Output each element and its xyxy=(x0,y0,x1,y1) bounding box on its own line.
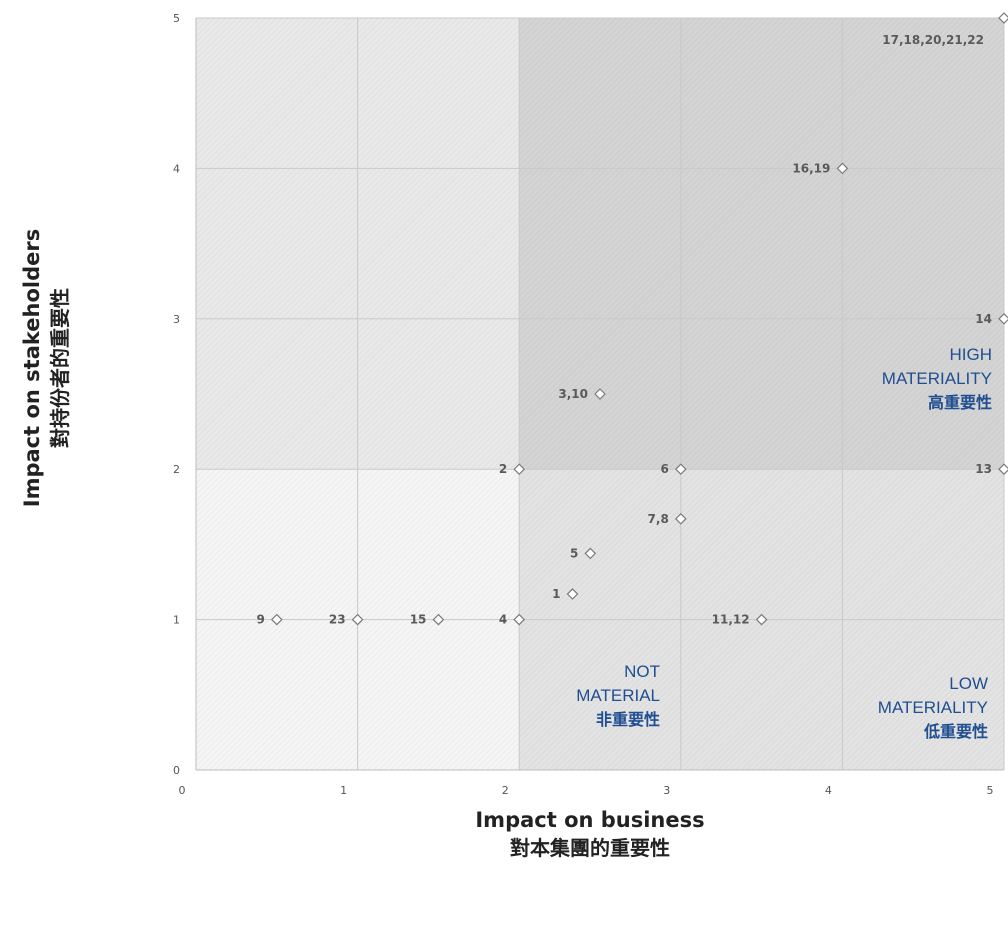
data-point-label: 11,12 xyxy=(712,613,750,627)
data-point-marker xyxy=(432,613,445,626)
x-axis-label-zh: 對本集團的重要性 xyxy=(509,836,670,860)
data-point-marker xyxy=(513,463,526,476)
y-axis-label-zh: 對持份者的重要性 xyxy=(48,288,72,449)
zone-labels-layer: NOT MATERIAL 非重要性 LOW MATERIALITY 低重要性 HIGH MAT… xyxy=(576,345,992,741)
zone-label-low-materiality: 低重要性 xyxy=(923,722,988,741)
y-tick-label: 3 xyxy=(173,313,180,326)
y-tick-label: 2 xyxy=(173,463,180,476)
x-tick-label: 1 xyxy=(340,784,347,797)
data-point-marker xyxy=(584,547,597,560)
data-point-label: 5 xyxy=(570,546,578,560)
data-point-marker xyxy=(998,12,1008,24)
y-tick-label: 4 xyxy=(173,162,180,175)
x-tick-label: 0 xyxy=(179,784,186,797)
data-point-label: 2 xyxy=(499,462,507,476)
y-tick-label: 0 xyxy=(173,764,180,777)
data-point-label: 4 xyxy=(499,613,507,627)
data-point-label: 3,10 xyxy=(558,387,588,401)
x-tick-label: 5 xyxy=(987,784,994,797)
zone-label-high-materiality: 高重要性 xyxy=(928,393,992,412)
x-axis-title: Impact on business 對本集團的重要性 xyxy=(475,806,704,862)
data-point-label: 9 xyxy=(256,613,264,627)
data-point-label: 6 xyxy=(660,462,668,476)
zone-label-high-materiality: HIGH xyxy=(950,345,993,364)
data-point-label: 13 xyxy=(975,462,992,476)
data-point-marker xyxy=(513,613,526,626)
x-tick-label: 3 xyxy=(663,784,670,797)
x-tick-label: 2 xyxy=(502,784,509,797)
data-point-label: 15 xyxy=(410,613,427,627)
data-point-marker xyxy=(674,463,687,476)
data-point-label: 17,18,20,21,22 xyxy=(882,33,984,47)
x-axis-label: Impact on business xyxy=(475,808,705,832)
x-tick-label: 4 xyxy=(825,784,832,797)
y-axis-label: Impact on stakeholders xyxy=(20,228,44,508)
data-point-label: 7,8 xyxy=(648,512,669,526)
zone-label-low-materiality: MATERIALITY xyxy=(878,698,988,717)
zone-label-not-material: MATERIAL xyxy=(576,686,660,705)
y-tick-label: 5 xyxy=(173,12,180,25)
data-point-marker xyxy=(351,613,364,626)
zone-label-not-material: 非重要性 xyxy=(596,710,660,729)
data-point-marker xyxy=(270,613,283,626)
grid-layer xyxy=(196,17,1005,770)
zone-label-not-material: NOT xyxy=(624,662,660,681)
y-tick-label: 1 xyxy=(173,614,180,627)
data-point-marker xyxy=(566,588,579,600)
data-point-marker xyxy=(674,512,687,525)
zone-label-low-materiality: LOW xyxy=(949,674,988,693)
data-point-marker xyxy=(836,162,849,175)
data-point-marker xyxy=(998,463,1008,476)
data-point-marker xyxy=(594,388,606,400)
data-point-label: 14 xyxy=(975,312,992,326)
zone-label-high-materiality: MATERIALITY xyxy=(882,369,992,388)
data-point-label: 1 xyxy=(552,587,560,601)
data-point-marker xyxy=(998,312,1008,325)
data-point-marker xyxy=(755,613,768,626)
data-point-label: 23 xyxy=(329,613,346,627)
data-point-label: 16,19 xyxy=(792,161,830,175)
y-axis-title: Impact on stakeholders 對持份者的重要性 xyxy=(18,229,74,507)
